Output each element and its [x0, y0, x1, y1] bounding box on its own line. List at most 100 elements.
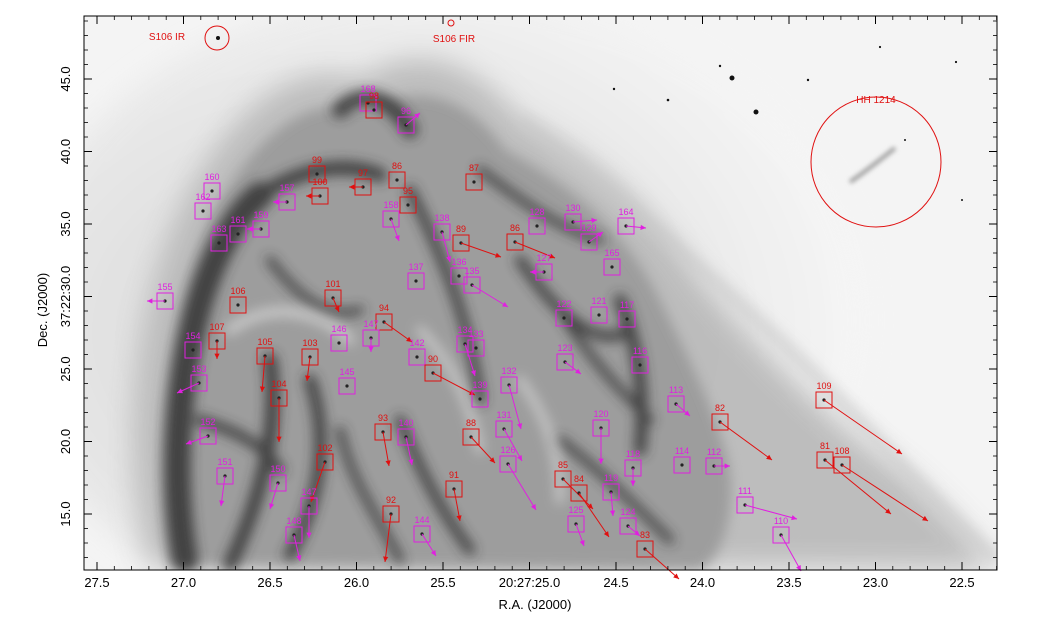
arrow-head [673, 573, 679, 579]
knot-138: 138 [433, 213, 452, 263]
arrow-head [598, 458, 604, 464]
arrow-head [603, 531, 609, 537]
knot-label: 96 [401, 106, 411, 116]
knot-source [478, 397, 482, 401]
arrow-head [383, 556, 389, 562]
knot-label: 157 [279, 183, 294, 193]
knot-box [375, 313, 393, 331]
knot-source [638, 363, 642, 367]
knot-label: 163 [211, 224, 226, 234]
proper-motion-arrow [719, 421, 773, 461]
knot-label: 162 [195, 192, 210, 202]
knot-label: 107 [209, 322, 224, 332]
region-circle [447, 19, 455, 27]
knot-120: 120 [592, 409, 610, 464]
proper-motion-arrow [780, 534, 802, 572]
proper-motion-arrow [507, 463, 537, 511]
knot-box [269, 474, 287, 492]
knot-label: 110 [774, 516, 788, 526]
arrow-head [640, 224, 646, 231]
knot-box [301, 348, 319, 366]
knot-148: 148 [285, 516, 303, 562]
knot-box [330, 334, 348, 352]
knot-label: 127 [536, 253, 551, 263]
knot-label: 161 [230, 215, 245, 225]
x-tick-label: 27.0 [171, 575, 196, 590]
knot-box [570, 484, 588, 502]
knot-label: 129 [581, 223, 596, 233]
knot-137: 137 [407, 262, 425, 290]
arrow-head [456, 515, 462, 521]
knot-box [833, 456, 851, 474]
arrow-head [385, 460, 391, 466]
y-axis-title: Dec. (J2000) [35, 273, 50, 347]
knot-source [210, 189, 214, 193]
knot-source [395, 178, 399, 182]
knot-162: 162 [194, 192, 212, 220]
arrow-head [517, 455, 522, 461]
proper-motion-arrow [508, 384, 522, 430]
knot-label: 138 [434, 213, 449, 223]
arrow-head [766, 454, 772, 460]
arrow-head [549, 253, 555, 259]
knot-110: 110 [772, 516, 802, 572]
knot-source [610, 265, 614, 269]
knot-box [184, 341, 202, 359]
x-tick-label: 22.5 [949, 575, 974, 590]
knot-box [397, 428, 415, 446]
knot-159: 159 [247, 210, 270, 238]
knot-84: 84 [570, 474, 610, 538]
knot-label: 133 [468, 329, 483, 339]
knot-label: 93 [378, 413, 388, 423]
knot-box [554, 470, 572, 488]
knot-label: 152 [200, 417, 215, 427]
knot-box [256, 347, 274, 365]
arrow-head [470, 370, 476, 376]
arrow-head [259, 386, 266, 392]
knot-label: 153 [191, 364, 206, 374]
x-tick-label: 27.5 [84, 575, 109, 590]
arrow-head [214, 353, 220, 359]
knot-label: 106 [230, 286, 245, 296]
knot-box [495, 420, 513, 438]
knot-box [619, 517, 637, 535]
knot-label: 140 [398, 418, 413, 428]
knot-label: 131 [496, 410, 511, 420]
knot-164: 164 [617, 207, 647, 235]
knot-128: 128 [528, 207, 546, 235]
knot-label: 120 [593, 409, 608, 419]
arrow-head [414, 113, 420, 119]
knot-label: 118 [626, 449, 640, 459]
knot-source [315, 172, 319, 176]
knot-box [580, 233, 598, 251]
knot-box [308, 165, 326, 183]
knot-132: 132 [500, 366, 523, 430]
knot-box [324, 289, 342, 307]
knot-label: 160 [204, 172, 219, 182]
knot-107: 107 [208, 322, 226, 359]
knot-box [618, 310, 636, 328]
knot-source [415, 355, 419, 359]
knot-source [372, 108, 376, 112]
proper-motion-arrow [471, 284, 509, 308]
knot-123: 123 [556, 343, 582, 375]
knot-source [201, 209, 205, 213]
knot-box [617, 217, 635, 235]
x-tick-label: 23.5 [776, 575, 801, 590]
arrow-head [724, 463, 730, 469]
knot-label: 164 [618, 207, 633, 217]
knot-label: 159 [253, 210, 268, 220]
knot-label: 136 [451, 257, 466, 267]
knot-label: 147 [363, 319, 378, 329]
regions-layer: S106 IR S106 FIR HH 1214 [149, 19, 942, 228]
knot-label: 155 [157, 282, 172, 292]
knot-126: 126 [499, 445, 537, 511]
region-circle [810, 96, 942, 228]
knot-source [625, 317, 629, 321]
y-tick-label: 37:22:30.0 [58, 266, 73, 327]
knot-158: 158 [382, 200, 400, 242]
region-label: HH 1214 [856, 95, 896, 106]
knot-155: 155 [147, 282, 174, 310]
arrow-head [609, 510, 616, 516]
knot-99: 99 [308, 155, 326, 183]
